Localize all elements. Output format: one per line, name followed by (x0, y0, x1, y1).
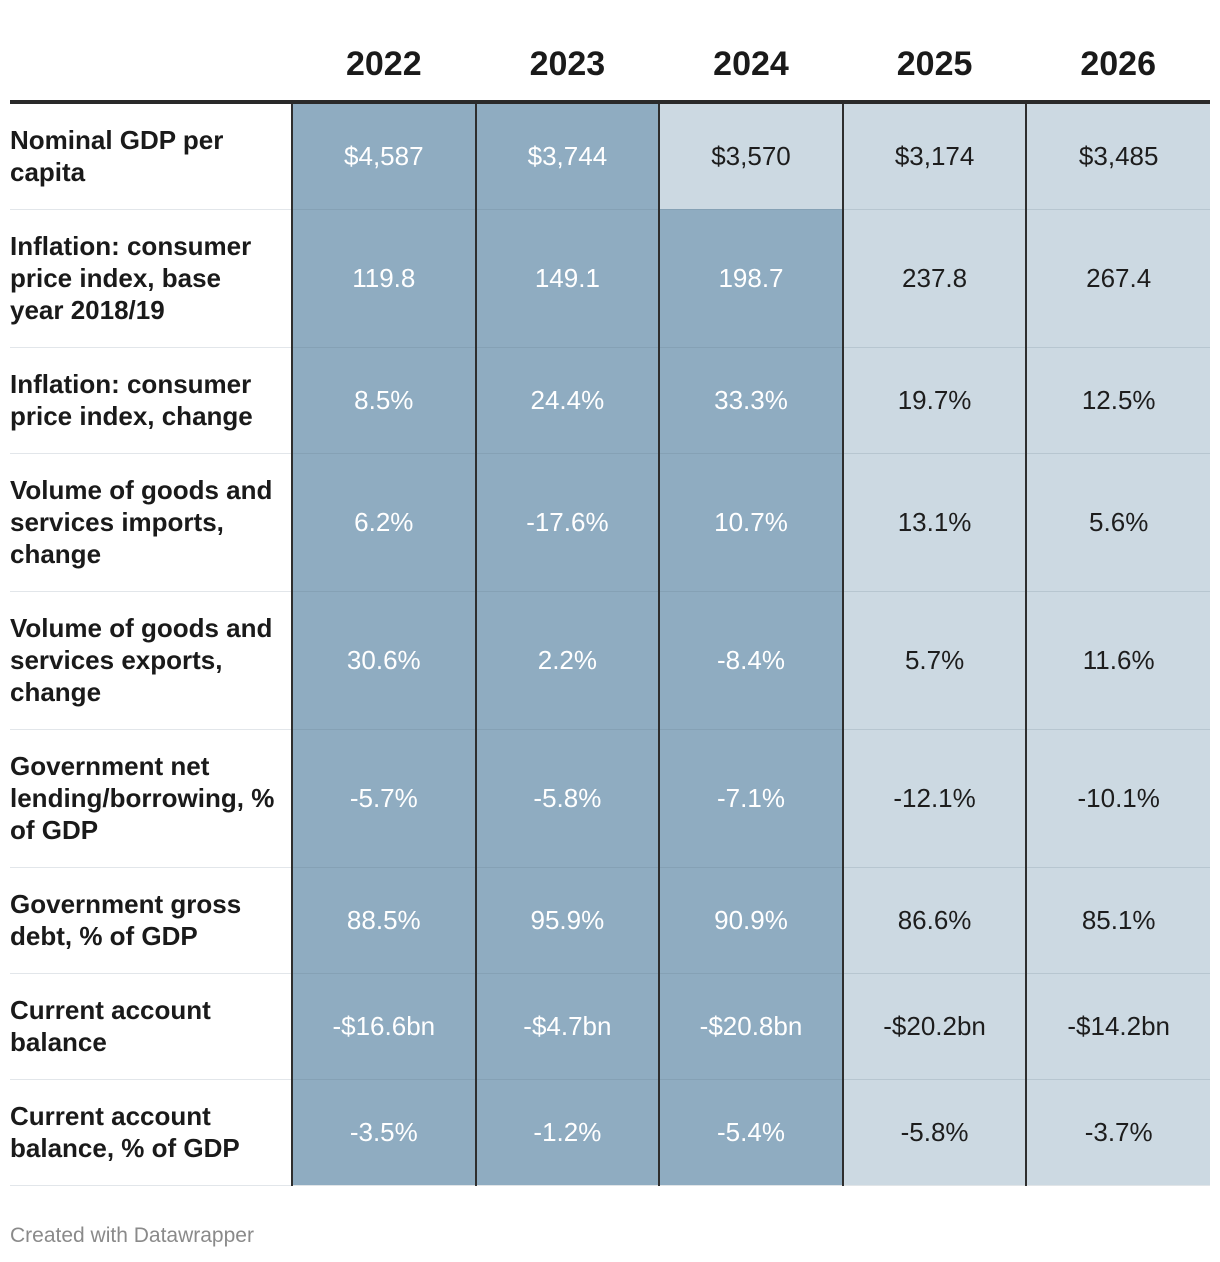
table-row-current-account-balance-pct-gdp: Current account balance, % of GDP -3.5% … (10, 1079, 1210, 1186)
table-cell: $3,485 (1025, 102, 1210, 210)
table-cell: 86.6% (841, 867, 1027, 974)
table-cell: 90.9% (658, 867, 843, 974)
table-cell: -$20.2bn (841, 973, 1027, 1080)
table-cell: -5.4% (658, 1079, 843, 1186)
table-cell: -3.5% (291, 1079, 476, 1186)
table-cell: 5.6% (1025, 453, 1210, 592)
table-cell: -5.8% (841, 1079, 1027, 1186)
table-row-government-gross-debt: Government gross debt, % of GDP 88.5% 95… (10, 867, 1210, 974)
table-cell: 149.1 (474, 209, 660, 348)
column-header-2022: 2022 (292, 28, 476, 104)
table-cell: 30.6% (291, 591, 476, 730)
column-header-2025: 2025 (842, 28, 1027, 104)
table-cell: 119.8 (291, 209, 476, 348)
table-cell: 5.7% (841, 591, 1027, 730)
table-cell: -3.7% (1025, 1079, 1210, 1186)
table-row-cpi-change: Inflation: consumer price index, change … (10, 347, 1210, 454)
table-cell: -8.4% (658, 591, 843, 730)
table-row-imports-change: Volume of goods and services imports, ch… (10, 453, 1210, 592)
table-cell: 6.2% (291, 453, 476, 592)
table-cell: -12.1% (841, 729, 1027, 868)
table-cell: 198.7 (658, 209, 843, 348)
table-cell: 8.5% (291, 347, 476, 454)
table-cell: 95.9% (474, 867, 660, 974)
table-cell: 24.4% (474, 347, 660, 454)
table-cell: 237.8 (841, 209, 1027, 348)
table-row-exports-change: Volume of goods and services exports, ch… (10, 591, 1210, 730)
row-label: Nominal GDP per capita (10, 102, 292, 210)
row-label: Current account balance, % of GDP (10, 1079, 292, 1186)
table-cell: 33.3% (658, 347, 843, 454)
row-label: Volume of goods and services exports, ch… (10, 591, 292, 730)
table-cell: -1.2% (474, 1079, 660, 1186)
table-cell: 12.5% (1025, 347, 1210, 454)
table-cell: -5.8% (474, 729, 660, 868)
table-row-government-net-lending: Government net lending/borrowing, % of G… (10, 729, 1210, 868)
table-cell: -$4.7bn (474, 973, 660, 1080)
row-label: Government gross debt, % of GDP (10, 867, 292, 974)
table-cell: 2.2% (474, 591, 660, 730)
header-row: 2022 2023 2024 2025 2026 (10, 28, 1210, 104)
table-cell: -$20.8bn (658, 973, 843, 1080)
column-header-2026: 2026 (1026, 28, 1210, 104)
table-cell: -10.1% (1025, 729, 1210, 868)
row-label: Government net lending/borrowing, % of G… (10, 729, 292, 868)
table-cell: $3,744 (474, 102, 660, 210)
table-cell: $4,587 (291, 102, 476, 210)
table-cell: $3,570 (658, 102, 843, 210)
table-cell: -17.6% (474, 453, 660, 592)
table-cell: -$16.6bn (291, 973, 476, 1080)
table-cell: 19.7% (841, 347, 1027, 454)
table-row-current-account-balance: Current account balance -$16.6bn -$4.7bn… (10, 973, 1210, 1080)
table-cell: 85.1% (1025, 867, 1210, 974)
row-label: Inflation: consumer price index, change (10, 347, 292, 454)
table-cell: -$14.2bn (1025, 973, 1210, 1080)
column-header-2024: 2024 (659, 28, 843, 104)
row-label: Current account balance (10, 973, 292, 1080)
table-cell: 13.1% (841, 453, 1027, 592)
table-row-cpi-base-year: Inflation: consumer price index, base ye… (10, 209, 1210, 348)
economic-indicators-table: 2022 2023 2024 2025 2026 Nominal GDP per… (10, 28, 1210, 1186)
header-label-cell (10, 28, 292, 104)
table-row-nominal-gdp-per-capita: Nominal GDP per capita $4,587 $3,744 $3,… (10, 102, 1210, 210)
table-cell: -7.1% (658, 729, 843, 868)
data-table-container: 2022 2023 2024 2025 2026 Nominal GDP per… (10, 28, 1210, 1186)
table-cell: 267.4 (1025, 209, 1210, 348)
table-cell: 10.7% (658, 453, 843, 592)
table-cell: $3,174 (841, 102, 1027, 210)
table-cell: 11.6% (1025, 591, 1210, 730)
row-label: Inflation: consumer price index, base ye… (10, 209, 292, 348)
row-label: Volume of goods and services imports, ch… (10, 453, 292, 592)
datawrapper-credit: Created with Datawrapper (10, 1224, 254, 1247)
table-cell: -5.7% (291, 729, 476, 868)
column-header-2023: 2023 (475, 28, 660, 104)
table-cell: 88.5% (291, 867, 476, 974)
